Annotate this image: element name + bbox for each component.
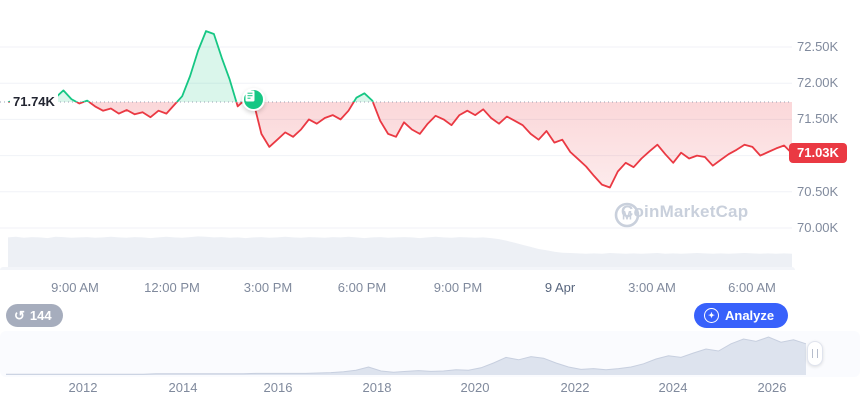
grip-icon (812, 349, 818, 358)
year-axis-label: 2018 (362, 380, 392, 395)
svg-text:M: M (622, 209, 632, 223)
analyze-button-label: Analyze (725, 308, 775, 323)
analyze-button[interactable]: ✦ Analyze (694, 303, 789, 328)
history-icon: ↺ (14, 308, 25, 323)
year-axis-label: 2014 (168, 380, 198, 395)
x-axis-label: 9 Apr (544, 280, 576, 295)
x-axis-label: 9:00 PM (433, 280, 483, 295)
y-axis-label: 70.50K (797, 184, 839, 199)
current-price-badge: 71.03K (789, 143, 847, 163)
history-mini-chart-svg[interactable] (0, 331, 860, 377)
x-axis-labels: 9:00 AM 12:00 PM 3:00 PM 6:00 PM 9:00 PM 9 Ap… (0, 280, 860, 298)
history-count-badge[interactable]: ↺ 144 (6, 304, 63, 327)
news-event-marker[interactable] (242, 88, 265, 111)
history-count: 144 (29, 308, 52, 323)
year-axis-label: 2012 (68, 380, 98, 395)
year-axis-label: 2020 (460, 380, 490, 395)
x-axis-label: 9:00 AM (51, 280, 99, 295)
x-axis-label: 6:00 AM (728, 280, 776, 295)
year-axis-label: 2026 (757, 380, 787, 395)
year-axis-labels: 2012 2014 2016 2018 2020 2022 2024 2026 (0, 380, 860, 396)
year-axis-label: 2016 (263, 380, 293, 395)
open-price-label: 71.74K (10, 94, 58, 109)
watermark-text: CoinMarketCap (621, 202, 749, 221)
x-axis-label: 3:00 AM (628, 280, 676, 295)
price-chart-svg[interactable] (0, 0, 860, 270)
x-axis-label: 3:00 PM (243, 280, 293, 295)
y-axis-label: 72.00K (797, 75, 839, 90)
y-axis-label: 71.50K (797, 111, 839, 126)
x-axis-label: 12:00 PM (144, 280, 200, 295)
y-axis-label: 72.50K (797, 39, 839, 54)
year-axis-label: 2024 (658, 380, 688, 395)
x-axis-label: 6:00 PM (337, 280, 387, 295)
ai-sparkle-icon: ✦ (704, 308, 719, 323)
range-handle[interactable] (807, 341, 823, 366)
main-chart-area: 71.74K M CoinMarketCap 71.03K 72. (0, 0, 860, 270)
range-selector-strip[interactable] (0, 331, 860, 377)
coinmarketcap-watermark: M CoinMarketCap (614, 202, 749, 228)
year-axis-label: 2022 (560, 380, 590, 395)
y-axis-label: 70.00K (797, 220, 839, 235)
